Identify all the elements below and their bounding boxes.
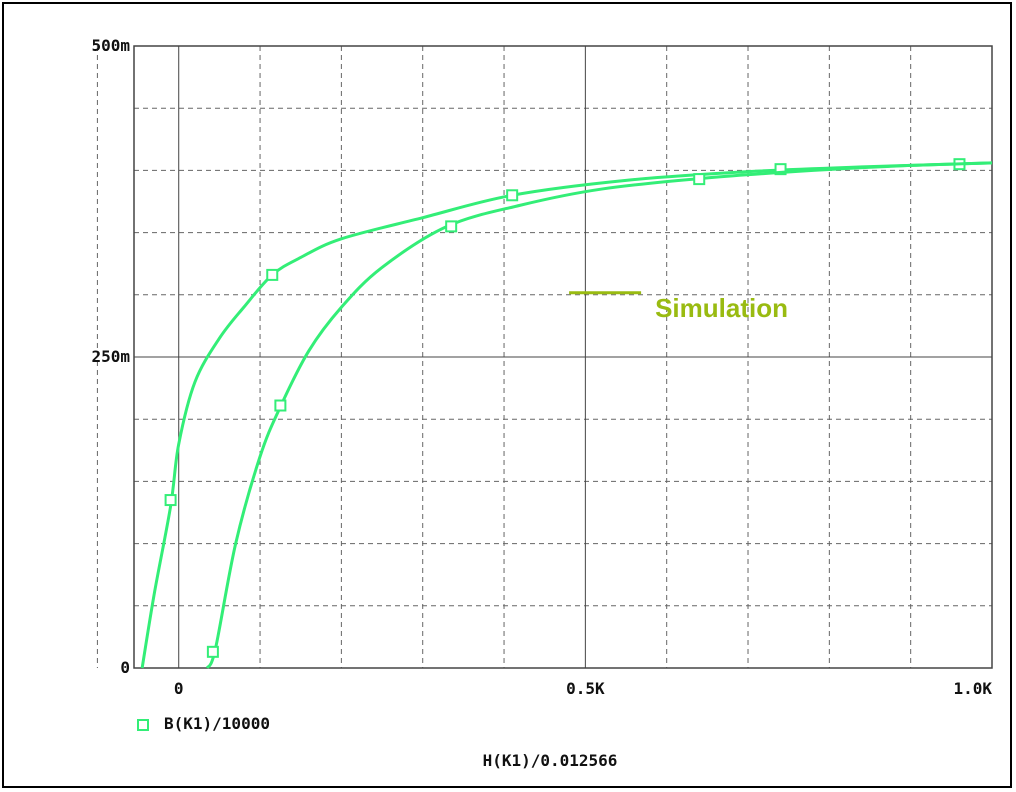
series-marker xyxy=(445,220,458,233)
series-marker xyxy=(693,173,706,186)
series-marker xyxy=(274,399,287,412)
series-line-2 xyxy=(205,161,993,669)
x-axis-label: H(K1)/0.012566 xyxy=(483,751,618,770)
legend: B(K1)/10000 xyxy=(137,714,270,733)
series-line-1 xyxy=(140,161,993,669)
y-tick-label: 500m xyxy=(91,36,130,55)
legend-label: B(K1)/10000 xyxy=(164,714,270,733)
annotation-text: Simulation xyxy=(655,293,788,323)
series-marker xyxy=(206,645,219,658)
grid xyxy=(96,45,993,669)
x-tick-label: 1.0K xyxy=(953,679,992,698)
series-marker xyxy=(164,494,177,507)
bh-curve-chart: 0 0.5K 1.0K 0 250m 500m Simulation B(K1)/1000… xyxy=(91,36,993,770)
series-group xyxy=(140,158,993,669)
tick-labels: 0 0.5K 1.0K 0 250m 500m xyxy=(91,36,992,698)
x-tick-label: 0 xyxy=(174,679,184,698)
series-marker xyxy=(506,189,519,202)
y-tick-label: 0 xyxy=(120,658,130,677)
series-marker xyxy=(266,268,279,281)
x-tick-label: 0.5K xyxy=(566,679,605,698)
axes xyxy=(133,45,993,669)
simulation-annotation: Simulation xyxy=(569,291,788,323)
legend-marker-icon xyxy=(137,719,149,731)
y-tick-label: 250m xyxy=(91,347,130,366)
plot-area-border xyxy=(133,45,993,669)
series-marker xyxy=(774,163,787,176)
